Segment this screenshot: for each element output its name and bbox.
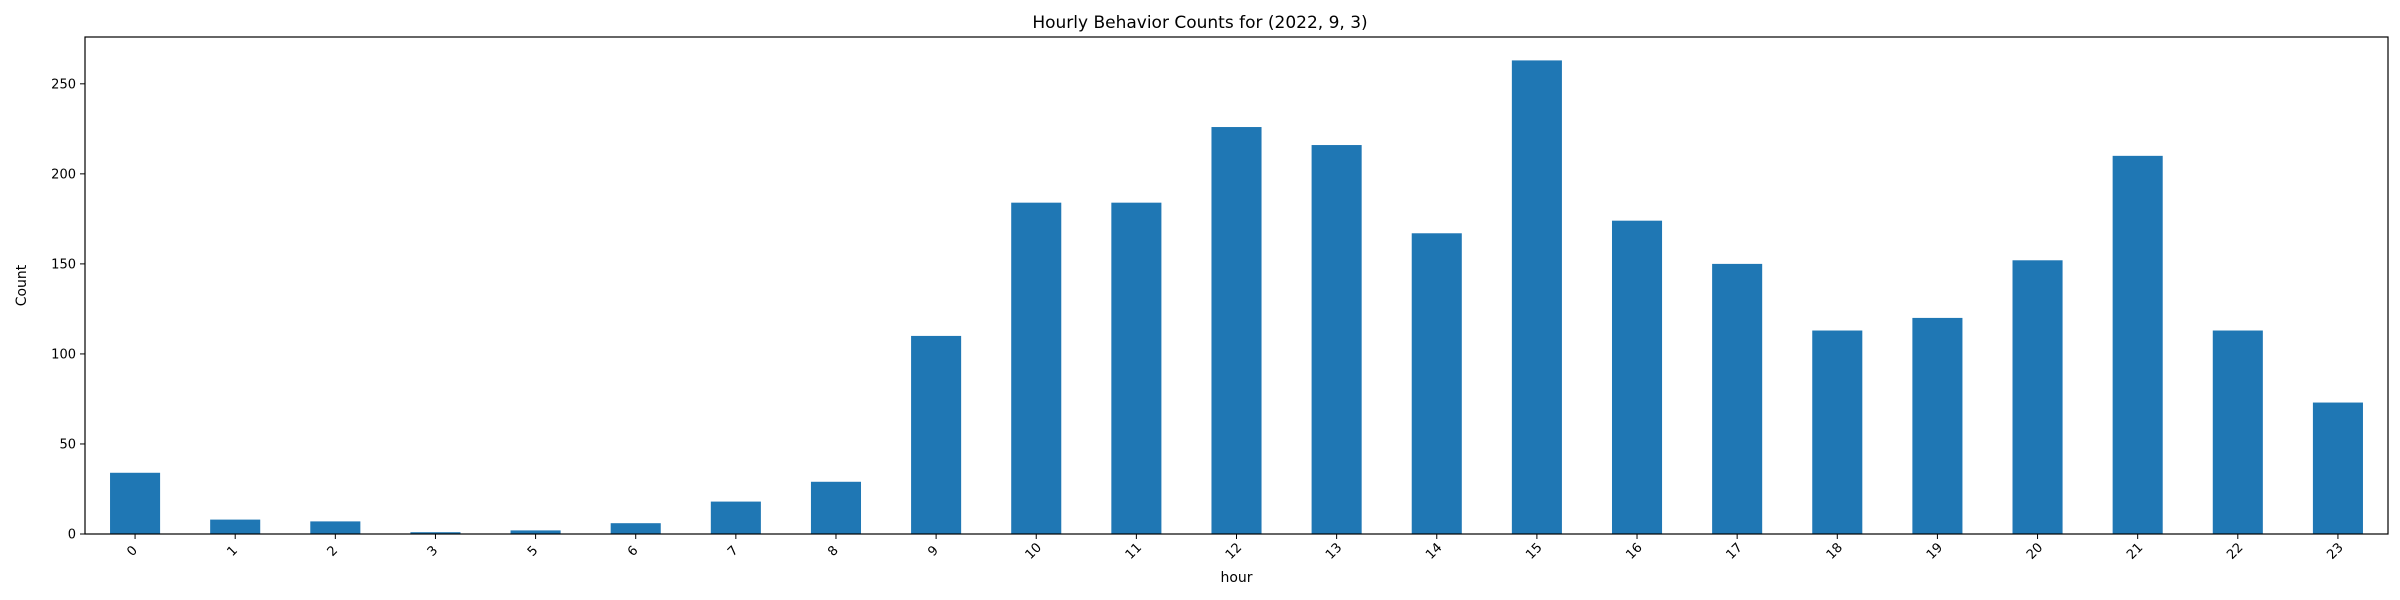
bar-hour-12 — [1211, 127, 1262, 535]
x-tick-label: 12 — [1223, 540, 1245, 562]
y-axis: 0 50 100 150 200 250 — [51, 77, 85, 543]
bar-hour-1 — [210, 519, 261, 534]
x-tick-label: 15 — [1523, 540, 1545, 562]
y-tick-label: 250 — [51, 77, 76, 92]
x-tick-label: 10 — [1023, 540, 1045, 562]
plot-frame — [84, 36, 2389, 535]
y-tick-label: 150 — [51, 257, 76, 272]
bar-hour-14 — [1411, 233, 1462, 534]
x-axis-label: hour — [1220, 570, 1252, 586]
bar-hour-11 — [1111, 202, 1162, 534]
bar-hour-3 — [410, 532, 461, 534]
bar-hour-23 — [2312, 402, 2363, 534]
bar-hour-17 — [1712, 263, 1763, 534]
x-tick-label: 23 — [2324, 540, 2346, 562]
bar-hour-13 — [1311, 145, 1362, 535]
x-tick-label: 11 — [1123, 540, 1145, 562]
bar-hour-0 — [110, 472, 161, 534]
x-tick-label: 7 — [725, 543, 741, 559]
bar-hour-6 — [610, 523, 661, 534]
x-tick-label: 8 — [825, 543, 841, 559]
bars-layer — [110, 60, 2363, 535]
x-tick-label: 0 — [124, 543, 140, 559]
bar-hour-22 — [2212, 330, 2263, 534]
bar-hour-15 — [1511, 60, 1562, 534]
x-tick-label: 14 — [1423, 540, 1445, 562]
x-tick-label: 22 — [2224, 540, 2246, 562]
bar-hour-5 — [510, 530, 561, 534]
bar-hour-8 — [810, 481, 862, 534]
bar-hour-19 — [1912, 317, 1963, 534]
y-tick-label: 200 — [51, 167, 76, 182]
x-tick-label: 3 — [425, 543, 441, 559]
x-tick-label: 18 — [1824, 540, 1846, 562]
bar-hour-16 — [1611, 220, 1663, 534]
bar-hour-7 — [710, 501, 761, 534]
chart-title: Hourly Behavior Counts for (2022, 9, 3) — [1032, 13, 1367, 33]
x-tick-label: 5 — [525, 543, 541, 559]
x-tick-label: 19 — [1924, 540, 1946, 562]
bar-hour-9 — [911, 335, 962, 534]
x-tick-label: 2 — [325, 543, 341, 559]
x-tick-label: 9 — [925, 543, 941, 559]
y-tick-label: 0 — [68, 528, 76, 543]
bar-hour-20 — [2012, 260, 2063, 534]
x-tick-label: 17 — [1724, 540, 1746, 562]
y-tick-label: 50 — [59, 437, 76, 452]
x-tick-label: 6 — [625, 543, 641, 559]
y-tick-label: 100 — [51, 347, 76, 362]
y-axis-label: Count — [14, 264, 30, 306]
x-tick-label: 21 — [2124, 540, 2146, 562]
x-tick-label: 16 — [1623, 540, 1645, 562]
bar-hour-21 — [2112, 155, 2163, 534]
x-tick-label: 1 — [224, 543, 240, 559]
bar-hour-2 — [310, 521, 361, 534]
bar-hour-10 — [1011, 202, 1062, 534]
x-tick-label: 20 — [2024, 540, 2046, 562]
x-tick-label: 13 — [1323, 540, 1345, 562]
x-axis: 0 1 2 3 5 6 7 8 9 10 11 12 13 14 15 16 17 18 19 20 21 22 23 — [124, 534, 2347, 563]
bar-hour-18 — [1812, 330, 1863, 534]
